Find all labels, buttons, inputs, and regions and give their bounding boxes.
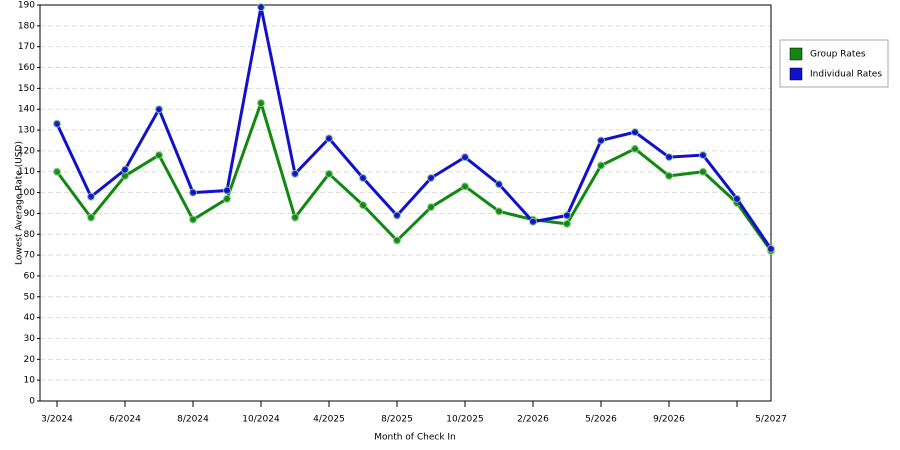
point — [53, 167, 61, 176]
point — [155, 105, 163, 114]
point — [563, 211, 571, 220]
point — [257, 3, 265, 12]
y-tick-label: 170 — [18, 42, 35, 52]
point — [325, 169, 333, 178]
point — [87, 213, 95, 222]
y-tick-label: 60 — [24, 271, 36, 281]
y-tick-label: 70 — [24, 251, 36, 261]
y-tick-label: 180 — [18, 21, 35, 31]
point — [291, 213, 299, 222]
x-tick-label: 10/2025 — [446, 415, 483, 425]
series-line — [55, 101, 773, 252]
y-tick-label: 190 — [18, 1, 35, 11]
point — [393, 211, 401, 220]
point — [495, 207, 503, 216]
point — [223, 186, 231, 195]
y-tick-label: 0 — [29, 397, 35, 407]
x-axis-label: Month of Check In — [374, 433, 456, 443]
point — [155, 151, 163, 160]
legend-label: Individual Rates — [810, 70, 882, 80]
y-tick-label: 100 — [18, 188, 35, 198]
x-tick-label: 5/2027 — [755, 415, 787, 425]
y-tick-label: 120 — [18, 146, 35, 156]
x-tick-label: 3/2024 — [41, 415, 73, 425]
x-tick-label: 10/2024 — [242, 415, 280, 425]
point — [597, 136, 605, 145]
point — [597, 161, 605, 170]
x-tick-label: 6/2024 — [109, 415, 141, 425]
y-tick-label: 160 — [18, 63, 35, 73]
series-line — [55, 5, 773, 250]
point — [767, 244, 775, 253]
y-axis-label: Lowest Average Rate (USD) — [15, 141, 25, 265]
point — [359, 173, 367, 182]
point — [427, 203, 435, 212]
x-tick-label: 5/2026 — [585, 415, 617, 425]
point — [393, 236, 401, 245]
point — [427, 173, 435, 182]
point — [121, 165, 129, 174]
point — [223, 194, 231, 203]
y-tick-label: 130 — [18, 126, 35, 136]
point — [189, 215, 197, 224]
y-tick-label: 150 — [18, 84, 35, 94]
x-tick-label: 8/2024 — [177, 415, 209, 425]
y-tick-label: 140 — [18, 105, 35, 115]
legend-label: Group Rates — [810, 50, 866, 60]
plot-frame — [39, 4, 772, 402]
point — [461, 182, 469, 191]
y-tick-label: 50 — [24, 292, 36, 302]
x-tick-label: 4/2025 — [313, 415, 345, 425]
point — [529, 217, 537, 226]
point — [257, 98, 265, 107]
y-tick-label: 80 — [24, 230, 36, 240]
y-tick-label: 30 — [24, 334, 36, 344]
y-tick-label: 40 — [24, 313, 36, 323]
x-tick-label: 2/2026 — [517, 415, 549, 425]
legend-swatch — [789, 67, 803, 81]
point — [325, 134, 333, 143]
point — [189, 188, 197, 197]
point — [495, 180, 503, 189]
point — [563, 219, 571, 228]
legend-swatch — [789, 47, 803, 61]
point — [631, 128, 639, 137]
y-tick-label: 90 — [24, 209, 36, 219]
x-tick-label: 8/2025 — [381, 415, 413, 425]
point — [291, 169, 299, 178]
point — [87, 192, 95, 201]
point — [665, 153, 673, 162]
point — [461, 153, 469, 162]
x-tick-label: 9/2026 — [653, 415, 685, 425]
y-tick-label: 110 — [18, 167, 35, 177]
y-tick-label: 20 — [24, 355, 36, 365]
point — [699, 151, 707, 160]
point — [53, 119, 61, 128]
y-tick-label: 10 — [24, 376, 36, 386]
point — [733, 194, 741, 203]
point — [359, 201, 367, 210]
point — [631, 144, 639, 153]
point — [699, 167, 707, 176]
point — [665, 171, 673, 180]
